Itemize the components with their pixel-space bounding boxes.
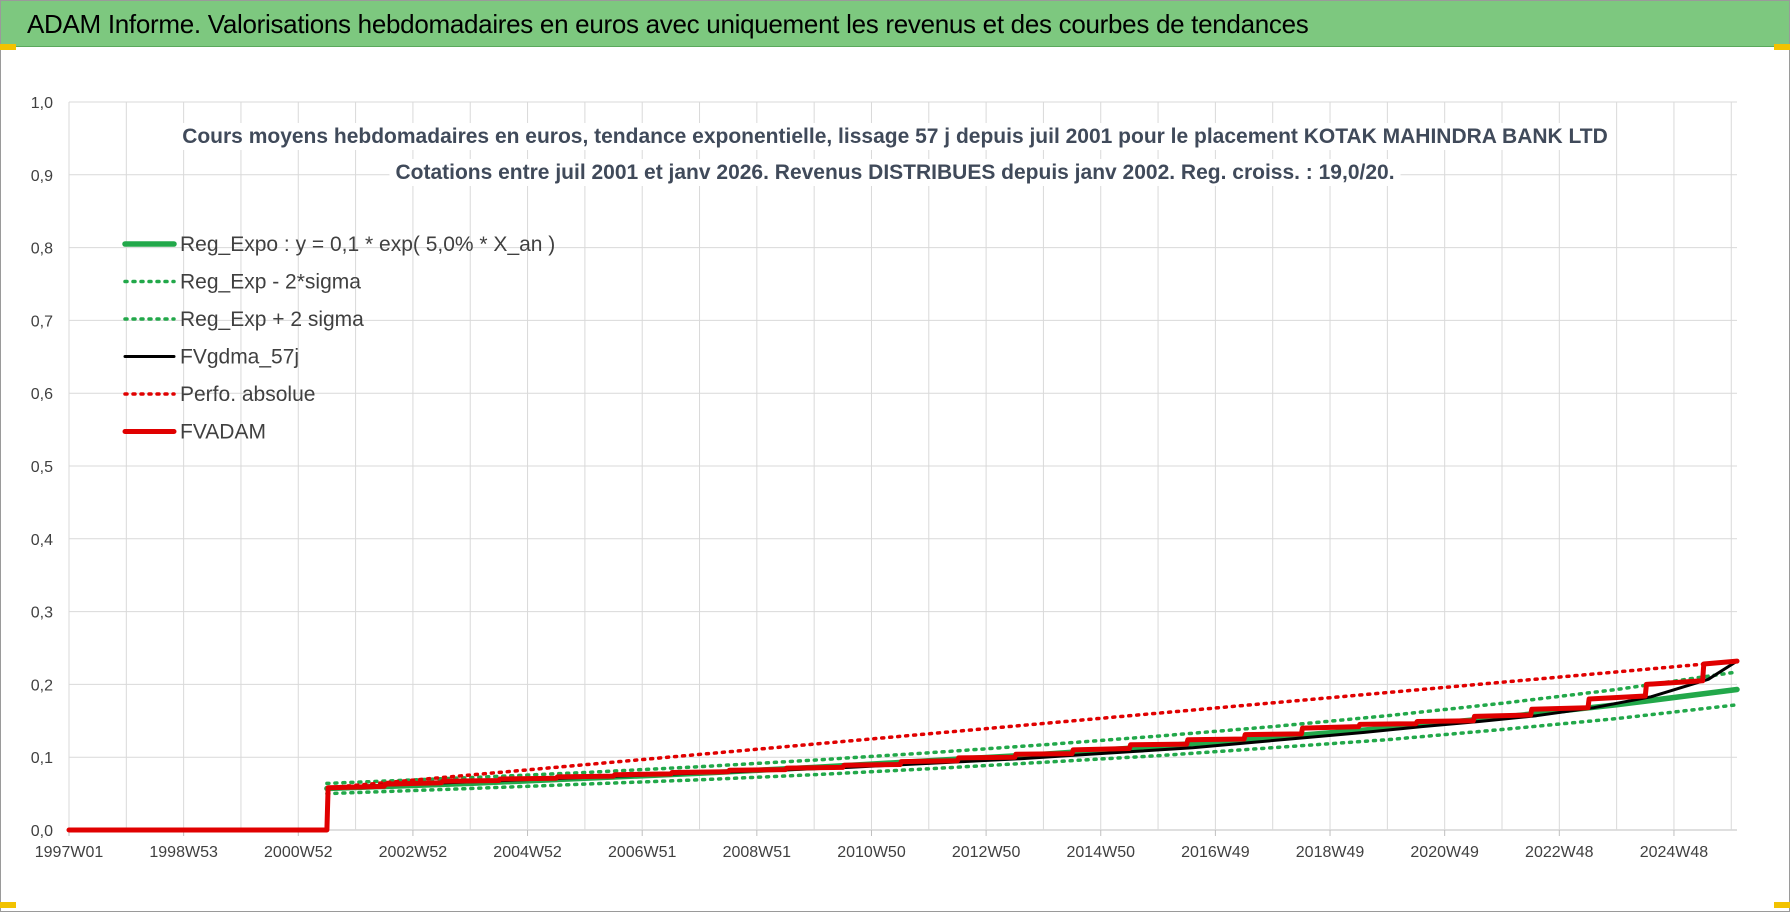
- legend-label: Reg_Expo : y = 0,1 * exp( 5,0% * X_an ): [180, 233, 555, 256]
- corner-marker: [1774, 44, 1790, 50]
- series-line: [66, 658, 1740, 833]
- series-line: [325, 670, 1739, 786]
- x-tick-label: 2008W51: [723, 844, 792, 861]
- x-tick-label: 2020W49: [1410, 844, 1479, 861]
- x-tick-label: 2004W52: [493, 844, 562, 861]
- series-line: [67, 659, 1739, 832]
- y-tick-label: 0,1: [31, 750, 53, 767]
- x-tick-label: 2024W48: [1640, 844, 1709, 861]
- line-chart: Cours moyens hebdomadaires en euros, ten…: [31, 95, 1740, 861]
- legend-label: FVADAM: [180, 421, 266, 444]
- legend: Reg_Expo : y = 0,1 * exp( 5,0% * X_an ) R…: [122, 233, 555, 444]
- y-tick-label: 0,0: [31, 823, 53, 840]
- chart-title: Cours moyens hebdomadaires en euros, ten…: [176, 123, 1614, 186]
- chart-title-line: Cours moyens hebdomadaires en euros, ten…: [182, 125, 1608, 148]
- x-tick-label: 1998W53: [149, 844, 218, 861]
- y-tick-label: 0,3: [31, 605, 53, 622]
- x-tick-label: 2000W52: [264, 844, 333, 861]
- legend-label: Perfo. absolue: [180, 383, 315, 406]
- series-line: [325, 703, 1739, 796]
- y-tick-label: 0,8: [31, 241, 53, 258]
- legend-label: Reg_Exp + 2 sigma: [180, 308, 364, 331]
- report-title: ADAM Informe. Valorisations hebdomadaire…: [27, 9, 1309, 39]
- x-tick-label: 2022W48: [1525, 844, 1594, 861]
- series-line: [324, 686, 1740, 792]
- legend-label: Reg_Exp - 2*sigma: [180, 271, 361, 294]
- y-tick-label: 1,0: [31, 95, 53, 112]
- y-tick-label: 0,9: [31, 168, 53, 185]
- chart-area: Cours moyens hebdomadaires en euros, ten…: [0, 48, 1790, 910]
- corner-marker: [0, 44, 16, 50]
- x-tick-label: 2006W51: [608, 844, 677, 861]
- x-axis: 1997W01 1998W53 2000W52 2002W52 2004W52 2006W…: [35, 830, 1709, 861]
- y-tick-label: 0,2: [31, 677, 53, 694]
- x-tick-label: 2016W49: [1181, 844, 1250, 861]
- y-axis: 0,0 0,1 0,2 0,3 0,4 0,5 0,6 0,7 0,8 0,9 1,0: [31, 95, 53, 840]
- x-tick-label: 2010W50: [837, 844, 906, 861]
- x-tick-label: 2014W50: [1067, 844, 1136, 861]
- report-banner: ADAM Informe. Valorisations hebdomadaire…: [1, 1, 1789, 47]
- series-line: [67, 659, 1739, 832]
- chart-title-bg: [389, 159, 1401, 186]
- gridlines: [68, 101, 1737, 831]
- corner-marker: [0, 902, 16, 908]
- x-tick-label: 2012W50: [952, 844, 1021, 861]
- y-tick-label: 0,5: [31, 459, 53, 476]
- y-tick-label: 0,4: [31, 532, 53, 549]
- corner-marker: [1774, 902, 1790, 908]
- x-tick-label: 2018W49: [1296, 844, 1365, 861]
- series-lines: [66, 658, 1740, 833]
- y-tick-label: 0,6: [31, 386, 53, 403]
- y-tick-label: 0,7: [31, 313, 53, 330]
- x-tick-label: 2002W52: [379, 844, 448, 861]
- legend-label: FVgdma_57j: [180, 346, 299, 369]
- chart-title-bg: [176, 123, 1614, 150]
- x-tick-label: 1997W01: [35, 844, 104, 861]
- chart-title-line: Cotations entre juil 2001 et janv 2026. …: [395, 161, 1394, 184]
